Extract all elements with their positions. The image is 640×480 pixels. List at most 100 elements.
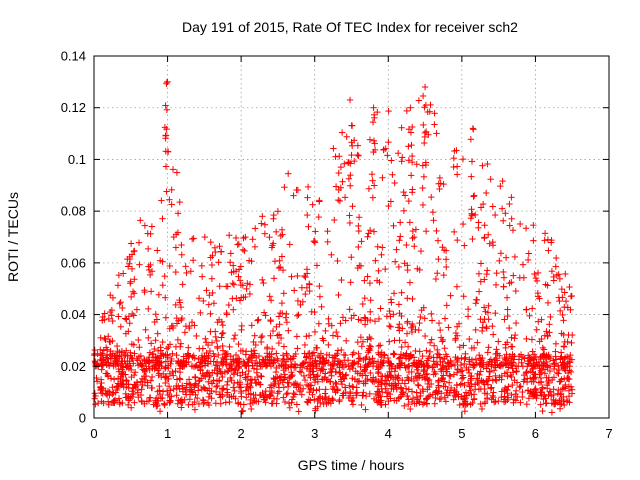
data-point (517, 351, 525, 358)
data-point (340, 392, 347, 399)
data-point (561, 375, 568, 382)
data-point (141, 378, 149, 386)
data-point (500, 396, 508, 403)
data-point (465, 369, 473, 377)
data-point (175, 383, 182, 390)
data-point (91, 346, 98, 354)
data-point (396, 364, 404, 371)
data-point (249, 399, 257, 406)
data-point (426, 108, 433, 115)
data-point (176, 198, 183, 206)
data-point (162, 148, 169, 155)
data-point (431, 368, 438, 376)
data-point (162, 379, 169, 387)
data-point (354, 264, 361, 272)
data-point (489, 203, 496, 210)
data-point (317, 367, 324, 374)
data-point (286, 404, 294, 411)
data-point (266, 233, 273, 241)
data-point (110, 376, 118, 383)
data-point (228, 376, 235, 384)
data-point (148, 223, 156, 230)
data-point (484, 381, 492, 388)
data-point (305, 223, 312, 230)
data-point (122, 376, 130, 384)
data-point (93, 378, 101, 385)
data-point (401, 192, 409, 199)
data-point (144, 245, 152, 253)
data-point (242, 293, 249, 301)
data-point (241, 247, 248, 255)
data-point (302, 290, 309, 298)
data-point (412, 226, 420, 233)
data-point (276, 377, 284, 384)
data-point (512, 390, 519, 398)
data-point (306, 350, 313, 357)
data-point (544, 299, 552, 307)
data-point (230, 358, 237, 365)
data-point (529, 348, 536, 355)
data-point (208, 395, 215, 402)
data-point (389, 171, 396, 178)
data-point (459, 155, 467, 163)
data-point (252, 391, 259, 399)
data-point (231, 387, 238, 395)
data-point (125, 313, 133, 320)
data-point (558, 353, 565, 360)
data-point (263, 394, 270, 402)
data-point (216, 243, 223, 250)
data-point (355, 243, 362, 251)
data-point (200, 399, 208, 406)
data-point (263, 345, 271, 353)
data-point (237, 347, 245, 355)
data-point (170, 385, 177, 393)
data-point (440, 372, 447, 379)
data-point (487, 176, 494, 183)
data-point (245, 257, 253, 264)
y-tick-label: 0.06 (61, 255, 86, 270)
data-point (274, 208, 282, 215)
data-point (370, 374, 377, 381)
data-point (163, 106, 171, 114)
data-point (493, 377, 500, 384)
data-point (262, 399, 269, 406)
data-point (472, 326, 479, 334)
data-point (511, 253, 519, 261)
data-point (226, 393, 233, 401)
data-point (559, 311, 566, 319)
data-point (537, 388, 545, 396)
data-point (325, 341, 332, 349)
data-point (204, 399, 212, 407)
data-point (294, 345, 301, 352)
data-point (126, 260, 133, 267)
data-point (447, 384, 455, 392)
x-axis-label: GPS time / hours (298, 457, 405, 473)
data-point (492, 281, 500, 289)
data-point (351, 376, 359, 383)
data-point (346, 96, 354, 104)
data-point (410, 233, 418, 241)
data-point (353, 389, 361, 396)
data-point (300, 372, 308, 380)
data-point (348, 398, 355, 405)
data-point (493, 269, 500, 277)
data-point (415, 382, 422, 389)
data-point (103, 352, 111, 359)
data-point (511, 335, 518, 342)
data-point (148, 373, 156, 381)
data-point (390, 290, 398, 297)
data-point (404, 343, 412, 350)
data-point (421, 83, 429, 91)
data-point (176, 299, 184, 306)
data-point (385, 138, 392, 146)
data-point (500, 283, 507, 290)
data-point (400, 188, 407, 196)
data-point (304, 183, 312, 191)
data-point (526, 354, 533, 361)
data-point (219, 329, 227, 337)
data-point (212, 328, 219, 335)
data-point (486, 240, 493, 247)
data-point (162, 314, 170, 321)
data-point (158, 197, 165, 204)
data-point (365, 230, 372, 237)
